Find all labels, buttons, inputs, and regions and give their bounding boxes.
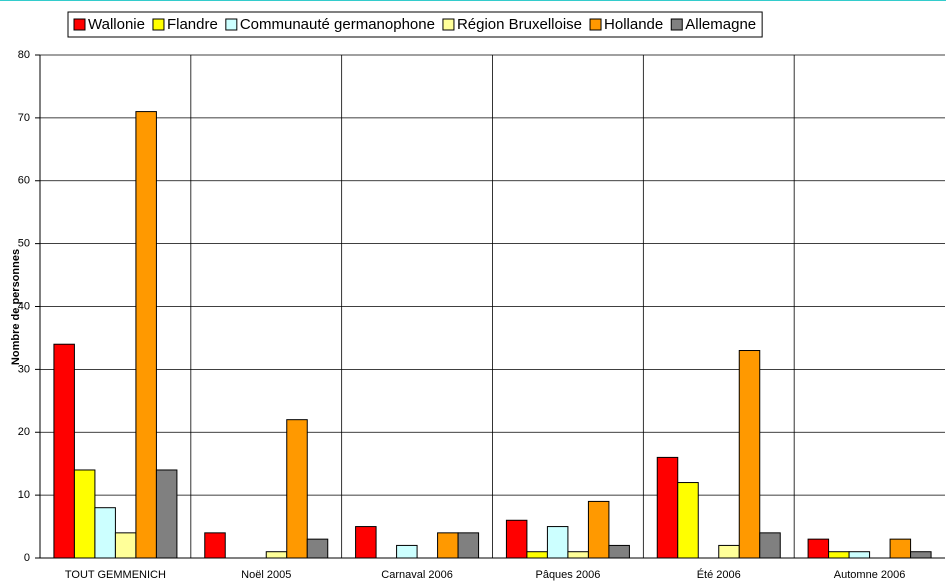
y-tick-label: 50 bbox=[18, 238, 30, 250]
bar bbox=[286, 419, 308, 559]
bar bbox=[526, 551, 548, 559]
bar bbox=[910, 551, 932, 559]
bar bbox=[889, 538, 912, 559]
bar bbox=[265, 551, 288, 559]
bar bbox=[807, 538, 830, 559]
bar bbox=[53, 343, 75, 559]
x-tick-label: Été 2006 bbox=[697, 568, 741, 581]
bar bbox=[114, 532, 137, 559]
bar bbox=[677, 482, 699, 559]
x-tick-label: Carnaval 2006 bbox=[381, 569, 453, 581]
bar bbox=[567, 551, 589, 559]
bar bbox=[505, 519, 528, 559]
legend-label: Communauté germanophone bbox=[240, 16, 435, 33]
legend-swatch bbox=[225, 18, 238, 31]
x-tick-label: Noël 2005 bbox=[241, 569, 291, 581]
bar bbox=[155, 469, 178, 559]
bar bbox=[718, 544, 740, 559]
y-axis-title: Nombre de personnes bbox=[10, 249, 22, 365]
bar bbox=[204, 532, 226, 559]
bar bbox=[135, 111, 157, 559]
bar bbox=[437, 532, 459, 559]
y-tick-label: 60 bbox=[18, 175, 30, 187]
y-tick-label: 20 bbox=[18, 426, 30, 438]
y-tick-label: 80 bbox=[18, 49, 30, 61]
legend-swatch bbox=[589, 18, 602, 31]
bar bbox=[828, 551, 850, 559]
legend-swatch bbox=[152, 18, 165, 31]
legend-label: Région Bruxelloise bbox=[457, 16, 582, 33]
bar bbox=[457, 532, 480, 559]
bar bbox=[738, 350, 761, 559]
bar bbox=[656, 456, 679, 559]
x-tick-label: Automne 2006 bbox=[834, 569, 906, 581]
legend-label: Allemagne bbox=[685, 16, 756, 33]
y-tick-label: 0 bbox=[24, 552, 30, 564]
legend-label: Wallonie bbox=[88, 16, 145, 33]
legend-swatch bbox=[442, 18, 455, 31]
bar bbox=[759, 532, 781, 559]
bar bbox=[73, 469, 96, 559]
y-tick-label: 10 bbox=[18, 489, 30, 501]
bar bbox=[848, 551, 871, 559]
x-tick-label: Pâques 2006 bbox=[535, 569, 600, 581]
legend-swatch bbox=[670, 18, 683, 31]
bar bbox=[608, 544, 630, 559]
y-tick-label: 70 bbox=[18, 112, 30, 124]
legend-box bbox=[67, 11, 763, 38]
bar bbox=[587, 500, 610, 559]
bar bbox=[355, 526, 377, 559]
y-tick-label: 30 bbox=[18, 363, 30, 375]
bar bbox=[546, 526, 569, 559]
bar bbox=[94, 507, 116, 559]
legend-label: Flandre bbox=[167, 16, 218, 33]
bar bbox=[396, 544, 418, 559]
x-tick-label: TOUT GEMMENICH bbox=[65, 569, 166, 581]
y-tick-label: 40 bbox=[18, 300, 30, 312]
legend-label: Hollande bbox=[604, 16, 663, 33]
bar bbox=[306, 538, 329, 559]
legend-swatch bbox=[73, 18, 86, 31]
